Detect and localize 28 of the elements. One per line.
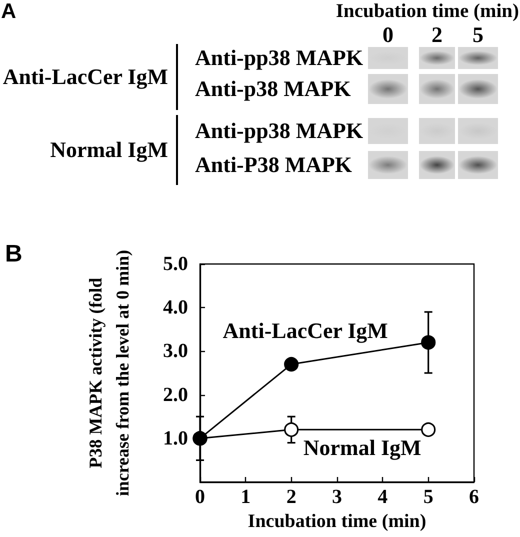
category-label: Anti-pp38 MAPK: [195, 45, 364, 70]
category-label: 0: [382, 22, 394, 47]
x-tick-label: 4: [378, 486, 388, 508]
category-label: Anti-P38 MAPK: [195, 152, 352, 177]
y-tick-label: 2.0: [163, 384, 188, 406]
x-tick-label: 3: [332, 486, 342, 508]
series-label: Normal IgM: [303, 435, 422, 460]
y-tick-label: 4.0: [163, 296, 188, 319]
x-tick-label: 2: [286, 486, 296, 508]
x-tick-label: 0: [195, 486, 205, 508]
x-tick-label: 5: [423, 486, 434, 508]
category-label: Anti-p38 MAPK: [195, 76, 351, 101]
chart-title: B: [5, 240, 22, 268]
x-tick-label: 1: [240, 486, 251, 508]
y-tick-label: 3.0: [163, 340, 188, 362]
text: A: [1, 0, 16, 23]
y-tick-label: 5.0: [163, 253, 188, 275]
text: Normal IgM: [50, 137, 168, 162]
series-label: Anti-LacCer IgM: [222, 318, 388, 343]
y-axis-title: P38 MAPK activity (fold increase from the level at 0 min): [86, 250, 132, 496]
x-axis-title: Incubation time (min): [248, 510, 426, 532]
y-tick-label: 1.0: [163, 427, 188, 450]
x-tick-label: 6: [469, 486, 479, 508]
text: Anti-LacCer IgM: [2, 64, 168, 89]
category-label: Anti-pp38 MAPK: [195, 118, 364, 143]
category-label: 2: [432, 22, 442, 47]
text: Incubation time (min): [336, 1, 519, 22]
category-label: 5: [472, 22, 484, 47]
